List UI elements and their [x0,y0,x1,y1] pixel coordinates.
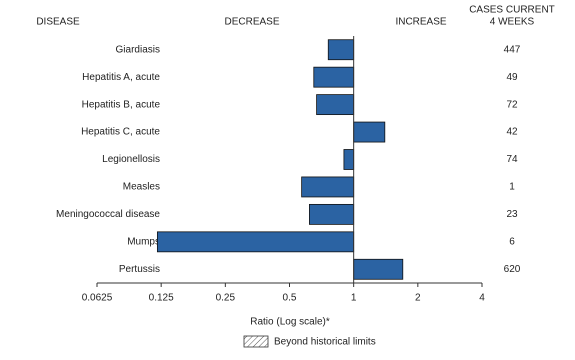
x-tick-label: 4 [479,293,485,304]
x-tick-label: 0.25 [216,293,236,304]
header-decrease: DECREASE [224,17,279,28]
bar [156,231,355,253]
header-disease: DISEASE [36,17,80,28]
cases-value: 42 [506,127,518,138]
x-tick-label: 0.125 [149,293,174,304]
legend-swatch [243,335,269,348]
category-label: Giardiasis [116,44,160,55]
cases-value: 49 [506,72,518,83]
x-tick-label: 2 [415,293,421,304]
cases-value: 620 [504,264,521,275]
category-label: Hepatitis B, acute [82,99,161,110]
header-cases: 4 WEEKS [490,17,535,28]
bar [327,39,355,61]
bar [313,66,355,88]
x-tick-label: 0.5 [283,293,297,304]
bar [343,149,355,170]
x-tick-label: 0.0625 [82,293,113,304]
cases-value: 1 [509,182,515,193]
bar [309,203,355,225]
cases-value: 447 [504,44,521,55]
legend-label: Beyond historical limits [274,337,376,348]
bar [353,258,404,280]
category-label: Mumps [127,236,160,247]
header-increase: INCREASE [395,17,446,28]
x-tick-label: 1 [351,293,357,304]
category-label: Pertussis [119,264,160,275]
category-label: Legionellosis [102,154,160,165]
x-axis-label: Ratio (Log scale)* [250,317,330,328]
category-label: Hepatitis C, acute [81,127,160,138]
cases-value: 74 [506,154,518,165]
header-cases: CASES CURRENT [469,5,555,16]
category-label: Measles [123,182,160,193]
bar [301,176,355,198]
category-label: Hepatitis A, acute [82,72,160,83]
cases-value: 72 [506,99,518,110]
bar [353,121,386,143]
category-label: Meningococcal disease [56,209,160,220]
cases-value: 6 [509,236,515,247]
cases-value: 23 [506,209,518,220]
bar [316,94,355,116]
